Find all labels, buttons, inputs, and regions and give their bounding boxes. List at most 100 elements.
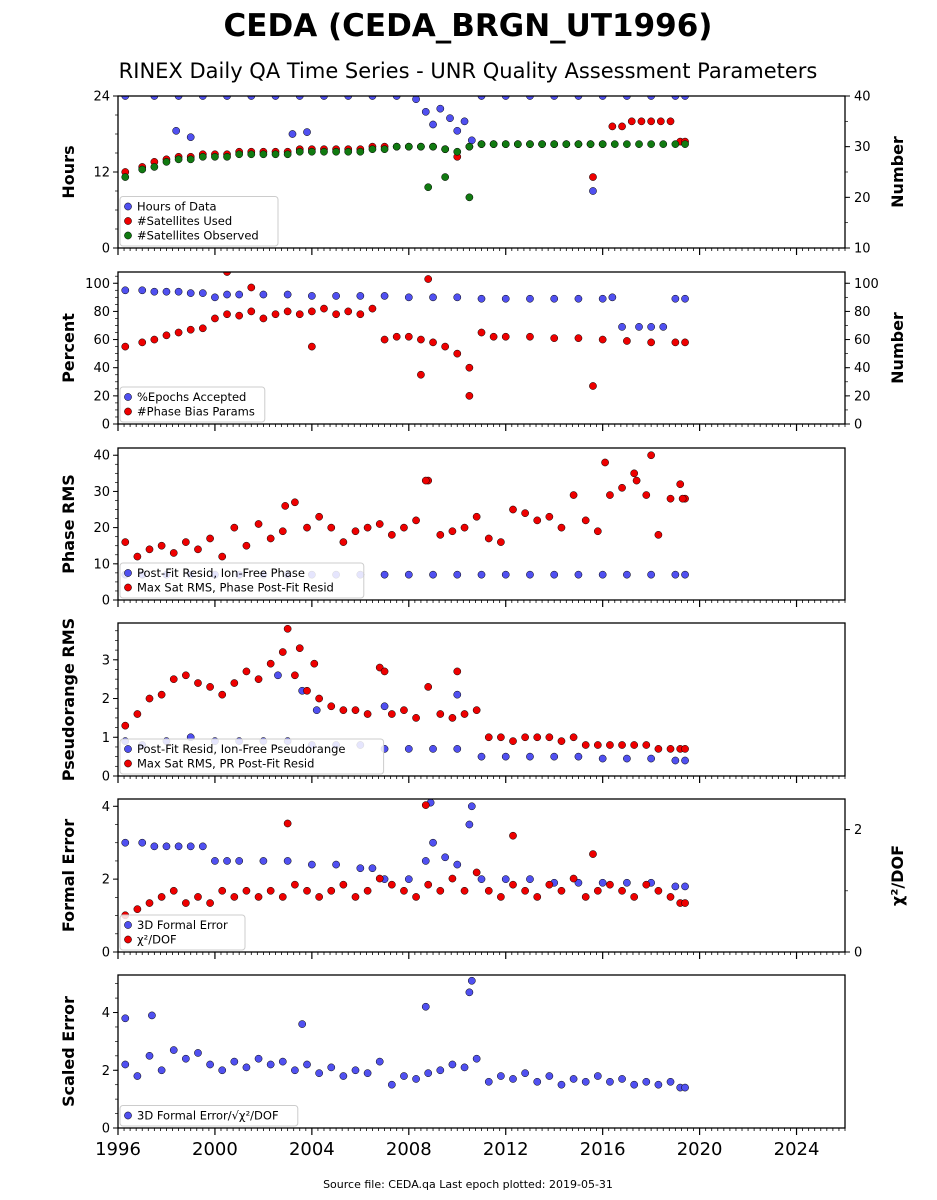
data-point [182, 899, 190, 907]
data-point [412, 96, 420, 104]
data-point [186, 289, 195, 297]
legend-box [119, 196, 279, 247]
data-point [632, 476, 641, 485]
data-point [375, 1057, 384, 1066]
data-point [489, 332, 498, 341]
data-point [303, 886, 311, 895]
data-point [581, 893, 590, 901]
y-tick-label: 12 [93, 166, 110, 181]
data-point [465, 142, 474, 151]
data-point [206, 534, 214, 543]
y-right-tick-label: 100 [854, 277, 879, 292]
data-point [436, 710, 445, 718]
legend-box [119, 738, 385, 775]
data-point [429, 745, 437, 753]
data-point [295, 644, 304, 653]
data-point [681, 882, 689, 891]
data-point [162, 331, 171, 340]
data-point [303, 1060, 311, 1069]
data-point [223, 857, 231, 865]
data-point [169, 886, 178, 895]
data-point [254, 520, 263, 528]
data-point [593, 527, 602, 536]
data-point [291, 671, 299, 680]
data-point [259, 290, 268, 299]
data-point [429, 338, 437, 347]
data-point [254, 1054, 263, 1063]
data-point [332, 147, 340, 156]
data-point [608, 293, 617, 302]
data-point [404, 142, 413, 151]
source-note: Source file: CEDA.qa Last epoch plotted:… [323, 1178, 613, 1191]
data-point [291, 880, 299, 889]
data-point [421, 1002, 430, 1011]
x-tick-label: 2008 [386, 1139, 432, 1160]
data-point [356, 292, 365, 300]
data-point [429, 570, 437, 579]
data-point [218, 690, 227, 699]
y-right-tick-label: 2 [854, 823, 862, 838]
data-point [157, 541, 166, 550]
data-point [484, 886, 493, 895]
data-point [509, 880, 517, 889]
data-point [162, 158, 171, 166]
legend-label: Max Sat RMS, PR Post-Fit Resid [137, 757, 314, 771]
data-point [356, 310, 365, 319]
data-point [404, 745, 413, 753]
data-point [666, 494, 675, 503]
data-point [404, 293, 413, 302]
legend-marker [124, 393, 132, 401]
y-tick-label: 1 [102, 731, 110, 746]
data-point [169, 549, 178, 557]
data-point [550, 140, 559, 148]
data-point [521, 509, 529, 517]
data-point [230, 893, 239, 901]
data-point [448, 527, 457, 536]
data-point [448, 874, 457, 883]
data-point [283, 290, 292, 299]
data-point [526, 570, 534, 579]
legend-marker [124, 935, 132, 944]
data-point [533, 516, 542, 525]
data-point [647, 338, 655, 347]
data-point [308, 860, 316, 869]
data-point [174, 842, 183, 851]
data-point [247, 283, 256, 292]
data-point [550, 570, 559, 579]
data-point [133, 905, 142, 914]
data-point [446, 114, 454, 123]
data-point [453, 147, 462, 156]
data-point [448, 1060, 457, 1069]
data-point [538, 140, 546, 148]
data-point [121, 538, 130, 546]
points [121, 624, 689, 765]
data-point [569, 874, 578, 883]
data-point [283, 624, 292, 633]
data-point [194, 1049, 202, 1057]
x-tick-label: 2020 [677, 1139, 723, 1160]
legend-label: Post-Fit Resid, Ion-Free Pseudorange [137, 742, 345, 756]
data-point [211, 857, 219, 865]
data-point [288, 130, 297, 138]
data-point [150, 287, 159, 296]
data-point [441, 342, 449, 351]
data-point [676, 480, 685, 489]
data-point [211, 152, 219, 161]
data-point [477, 140, 486, 148]
data-point [283, 857, 292, 865]
legend-label: Hours of Data [137, 200, 217, 214]
data-point [545, 512, 554, 521]
data-point [259, 314, 268, 323]
legend-marker [124, 231, 132, 240]
y-right-tick-label: 30 [854, 140, 871, 155]
data-point [327, 702, 336, 711]
data-point [417, 335, 425, 344]
data-point [235, 290, 244, 299]
data-point [223, 290, 231, 299]
data-point [606, 1077, 614, 1086]
x-tick-label: 2004 [289, 1139, 335, 1160]
data-point [545, 1072, 554, 1080]
data-point [145, 1051, 154, 1060]
data-point [569, 1075, 578, 1083]
